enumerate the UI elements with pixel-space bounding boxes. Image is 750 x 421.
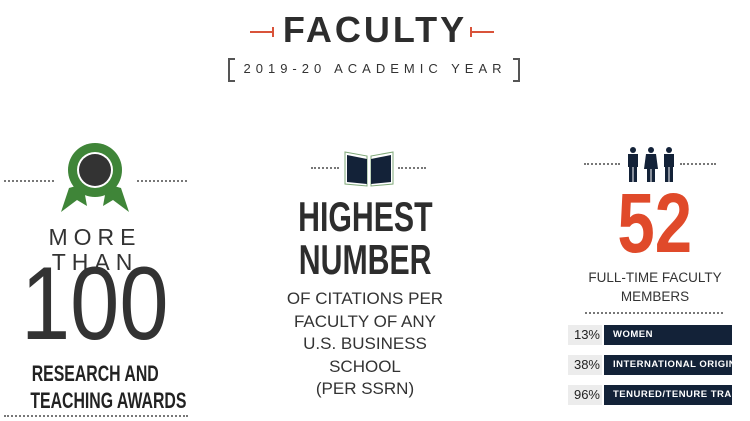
stat-percent: 96% xyxy=(568,385,602,405)
divider-dots xyxy=(680,163,716,165)
subtitle: 2019-20 ACADEMIC YEAR xyxy=(243,61,507,76)
awards-prefix: MORE THAN xyxy=(48,224,142,275)
awards-line-2: TEACHING AWARDS xyxy=(0,388,190,413)
citations-line: (PER SSRN) xyxy=(315,379,415,398)
divider-dots xyxy=(4,180,54,182)
faculty-caption-line-2: MEMBERS xyxy=(620,289,690,304)
faculty-caption: FULL-TIME FACULTY MEMBERS xyxy=(560,268,750,306)
stat-row-tenured: 96% TENURED/TENURE TRACK xyxy=(568,385,732,405)
stat-label: WOMEN xyxy=(604,325,732,345)
left-bracket xyxy=(228,58,235,82)
stat-percent: 13% xyxy=(568,325,602,345)
citations-headline-2: NUMBER xyxy=(270,239,460,281)
divider-dots xyxy=(311,167,339,169)
divider-dots xyxy=(398,167,426,169)
page-title: FACULTY xyxy=(0,10,750,50)
divider-dots xyxy=(585,312,723,314)
stat-row-women: 13% WOMEN xyxy=(568,325,732,345)
faculty-count-text: 52 xyxy=(617,176,693,270)
title-right-ornament xyxy=(470,27,494,37)
people-icon xyxy=(628,147,674,182)
citations-headline-1: HIGHEST xyxy=(270,196,460,238)
awards-number: 100 xyxy=(0,252,190,356)
divider-dots xyxy=(137,180,187,182)
awards-line-1: RESEARCH AND xyxy=(0,361,190,386)
citations-headline-1-text: HIGHEST xyxy=(297,193,433,240)
stat-label: INTERNATIONAL ORIGIN xyxy=(604,355,732,375)
awards-number-text: 100 xyxy=(21,246,169,362)
citations-line: OF CITATIONS PER xyxy=(286,289,444,308)
citations-line: SCHOOL xyxy=(329,356,401,376)
citations-headline-2-text: NUMBER xyxy=(298,236,432,283)
stat-percent: 38% xyxy=(568,355,602,375)
right-bracket xyxy=(513,58,520,82)
faculty-caption-line-1: FULL-TIME FACULTY xyxy=(588,270,722,285)
award-ribbon-icon xyxy=(61,143,129,212)
divider-dots xyxy=(4,415,188,417)
citations-line: FACULTY OF ANY xyxy=(293,311,437,331)
faculty-count: 52 xyxy=(560,180,750,266)
citations-description: OF CITATIONS PER FACULTY OF ANY U.S. BUS… xyxy=(260,288,470,401)
stat-row-international: 38% INTERNATIONAL ORIGIN xyxy=(568,355,732,375)
awards-line-1-text: RESEARCH AND xyxy=(31,361,159,386)
awards-line-2-text: TEACHING AWARDS xyxy=(30,388,187,413)
title-left-ornament xyxy=(250,27,274,37)
open-book-icon xyxy=(344,151,394,187)
stat-label: TENURED/TENURE TRACK xyxy=(604,385,732,405)
citations-line: U.S. BUSINESS xyxy=(303,334,427,353)
page-title-text: FACULTY xyxy=(282,9,468,50)
divider-dots xyxy=(584,163,620,165)
